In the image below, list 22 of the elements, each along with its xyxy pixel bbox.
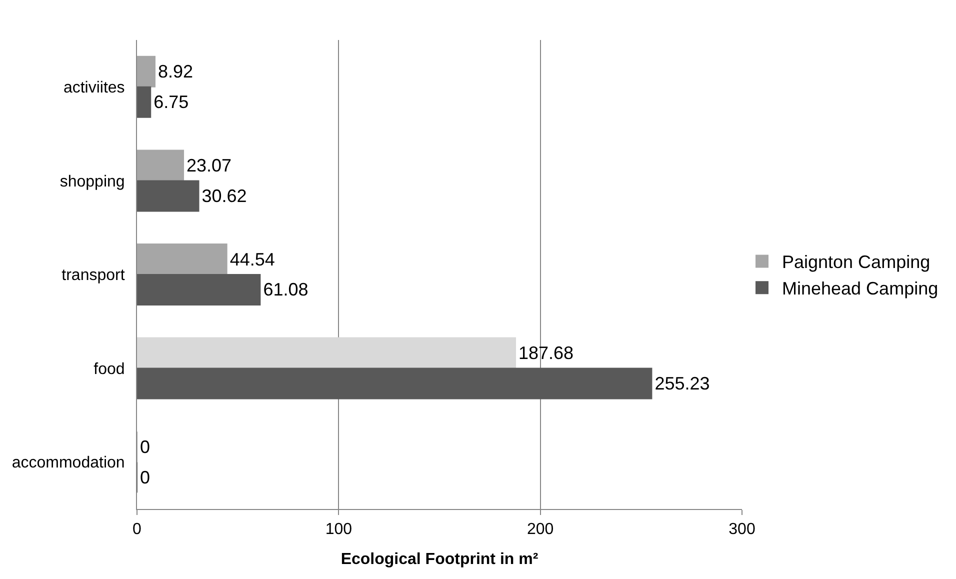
legend-label: Minehead Camping bbox=[782, 278, 938, 299]
data-label: 61.08 bbox=[263, 280, 308, 300]
data-label: 30.62 bbox=[202, 186, 247, 206]
x-tick-label: 100 bbox=[325, 521, 352, 538]
data-label: 44.54 bbox=[230, 249, 275, 270]
data-label: 6.75 bbox=[154, 92, 189, 112]
x-axis-title: Ecological Footprint in m² bbox=[340, 550, 538, 568]
y-tick-label: transport bbox=[62, 267, 126, 284]
y-tick-label: activiites bbox=[63, 80, 125, 96]
x-tick-label: 200 bbox=[526, 521, 554, 538]
data-label: 255.23 bbox=[654, 374, 710, 394]
data-label: 23.07 bbox=[186, 155, 232, 176]
data-label: 8.92 bbox=[158, 62, 194, 82]
y-tick-label: food bbox=[94, 360, 125, 378]
data-label: 187.68 bbox=[518, 343, 574, 364]
legend-label: Paignton Camping bbox=[782, 252, 930, 272]
data-label: 0 bbox=[140, 436, 150, 457]
x-tick-label: 300 bbox=[728, 521, 756, 538]
y-tick-label: shopping bbox=[60, 173, 125, 190]
x-tick-label: 0 bbox=[132, 521, 142, 538]
data-label: 0 bbox=[140, 467, 150, 488]
y-tick-label: accommodation bbox=[12, 454, 125, 472]
